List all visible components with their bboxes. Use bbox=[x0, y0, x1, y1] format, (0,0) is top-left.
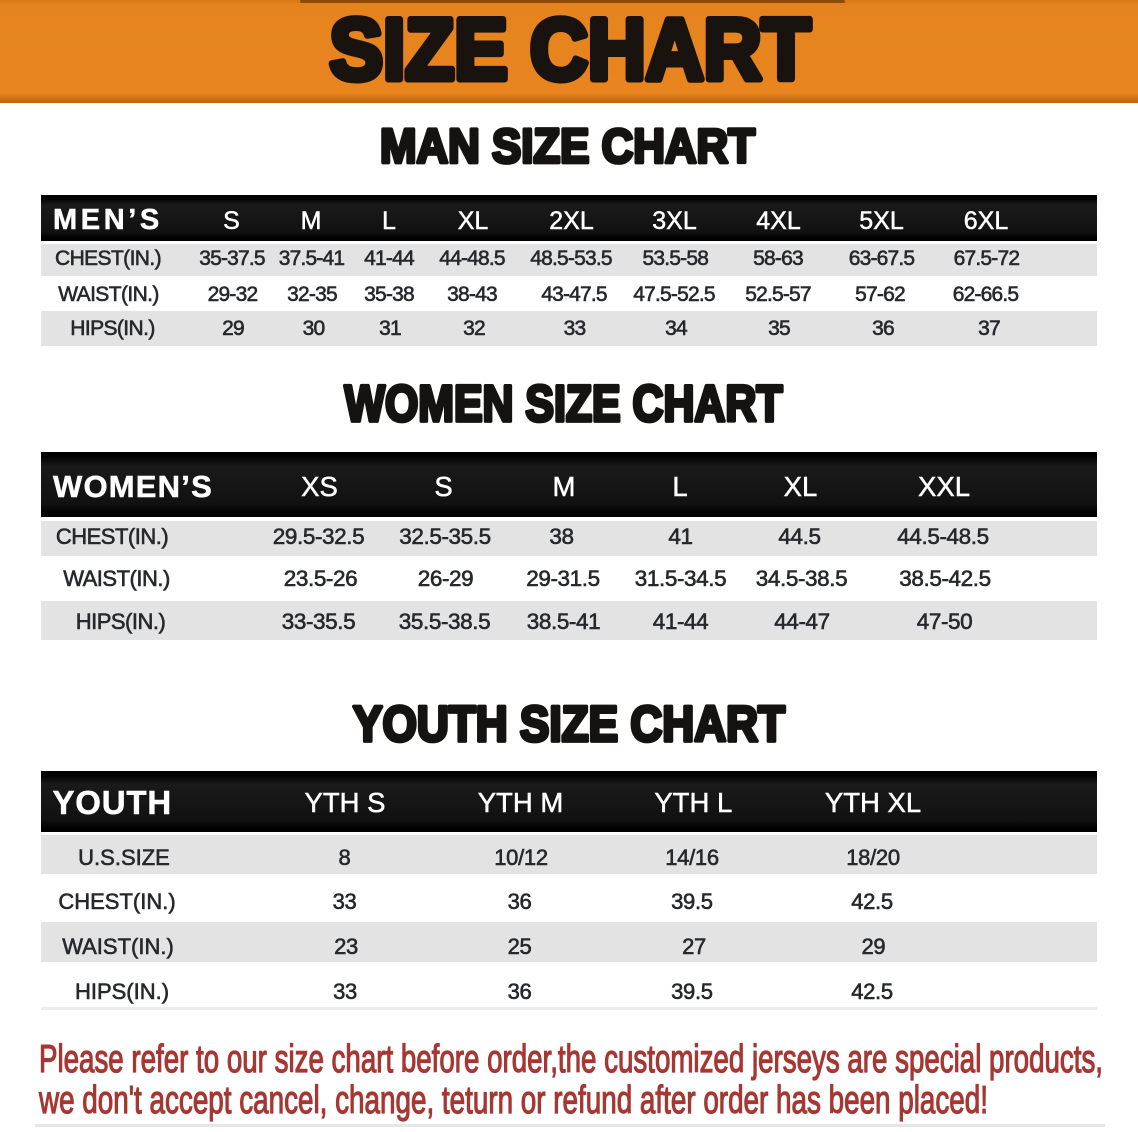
svg-text:WOMEN SIZE CHART: WOMEN SIZE CHART bbox=[345, 375, 783, 432]
svg-text:we don't accept cancel, change: we don't accept cancel, change, teturn o… bbox=[38, 1079, 988, 1122]
svg-text:YOUTH SIZE CHART: YOUTH SIZE CHART bbox=[353, 696, 785, 752]
svg-text:SIZE CHART: SIZE CHART bbox=[330, 2, 811, 98]
svg-text:MAN SIZE CHART: MAN SIZE CHART bbox=[380, 120, 755, 174]
svg-text:Please refer to our size chart: Please refer to our size chart before or… bbox=[39, 1038, 1103, 1081]
